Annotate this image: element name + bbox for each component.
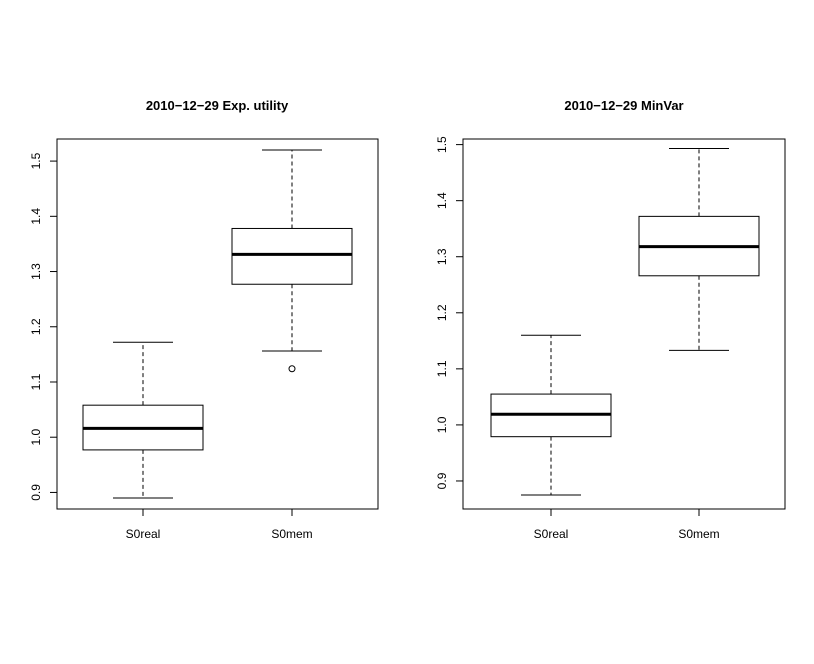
x-tick-label: S0mem: [271, 527, 312, 541]
x-tick-label: S0mem: [678, 527, 719, 541]
boxplot-panel-minvar: 2010−12−29 MinVar 0.9 1.0 1.1 1.2 1.3 1.4 1.5 S…: [435, 98, 786, 541]
box-S0mem: [231, 149, 353, 373]
plot-frame: [462, 138, 786, 510]
x-tick-label: S0real: [126, 527, 161, 541]
y-tick-label: 0.9: [435, 472, 449, 489]
iqr-box: [231, 227, 353, 285]
outlier-point: [288, 365, 296, 373]
chart-title: 2010−12−29 Exp. utility: [146, 98, 289, 113]
y-tick-label: 1.5: [29, 152, 43, 169]
y-tick-label: 1.3: [29, 263, 43, 280]
y-tick-label: 1.4: [435, 192, 449, 209]
y-tick-label: 1.2: [29, 318, 43, 335]
y-tick-label: 1.1: [29, 373, 43, 390]
chart-title: 2010−12−29 MinVar: [564, 98, 683, 113]
box-S0real: [82, 341, 204, 499]
plot-frame: [56, 138, 379, 510]
y-tick-label: 1.1: [435, 360, 449, 377]
boxplot-panel-exp-utility: 2010−12−29 Exp. utility 0.9 1.0 1.1 1.2 1.3 1…: [29, 98, 379, 541]
x-tick-label: S0real: [534, 527, 569, 541]
y-tick-label: 1.4: [29, 208, 43, 225]
y-tick-label: 1.0: [435, 416, 449, 433]
y-tick-label: 1.2: [435, 304, 449, 321]
y-tick-label: 1.0: [29, 429, 43, 446]
box-S0mem: [638, 148, 760, 351]
y-tick-label: 1.5: [435, 136, 449, 153]
y-tick-label: 0.9: [29, 484, 43, 501]
y-tick-label: 1.3: [435, 248, 449, 265]
box-S0real: [490, 334, 612, 496]
